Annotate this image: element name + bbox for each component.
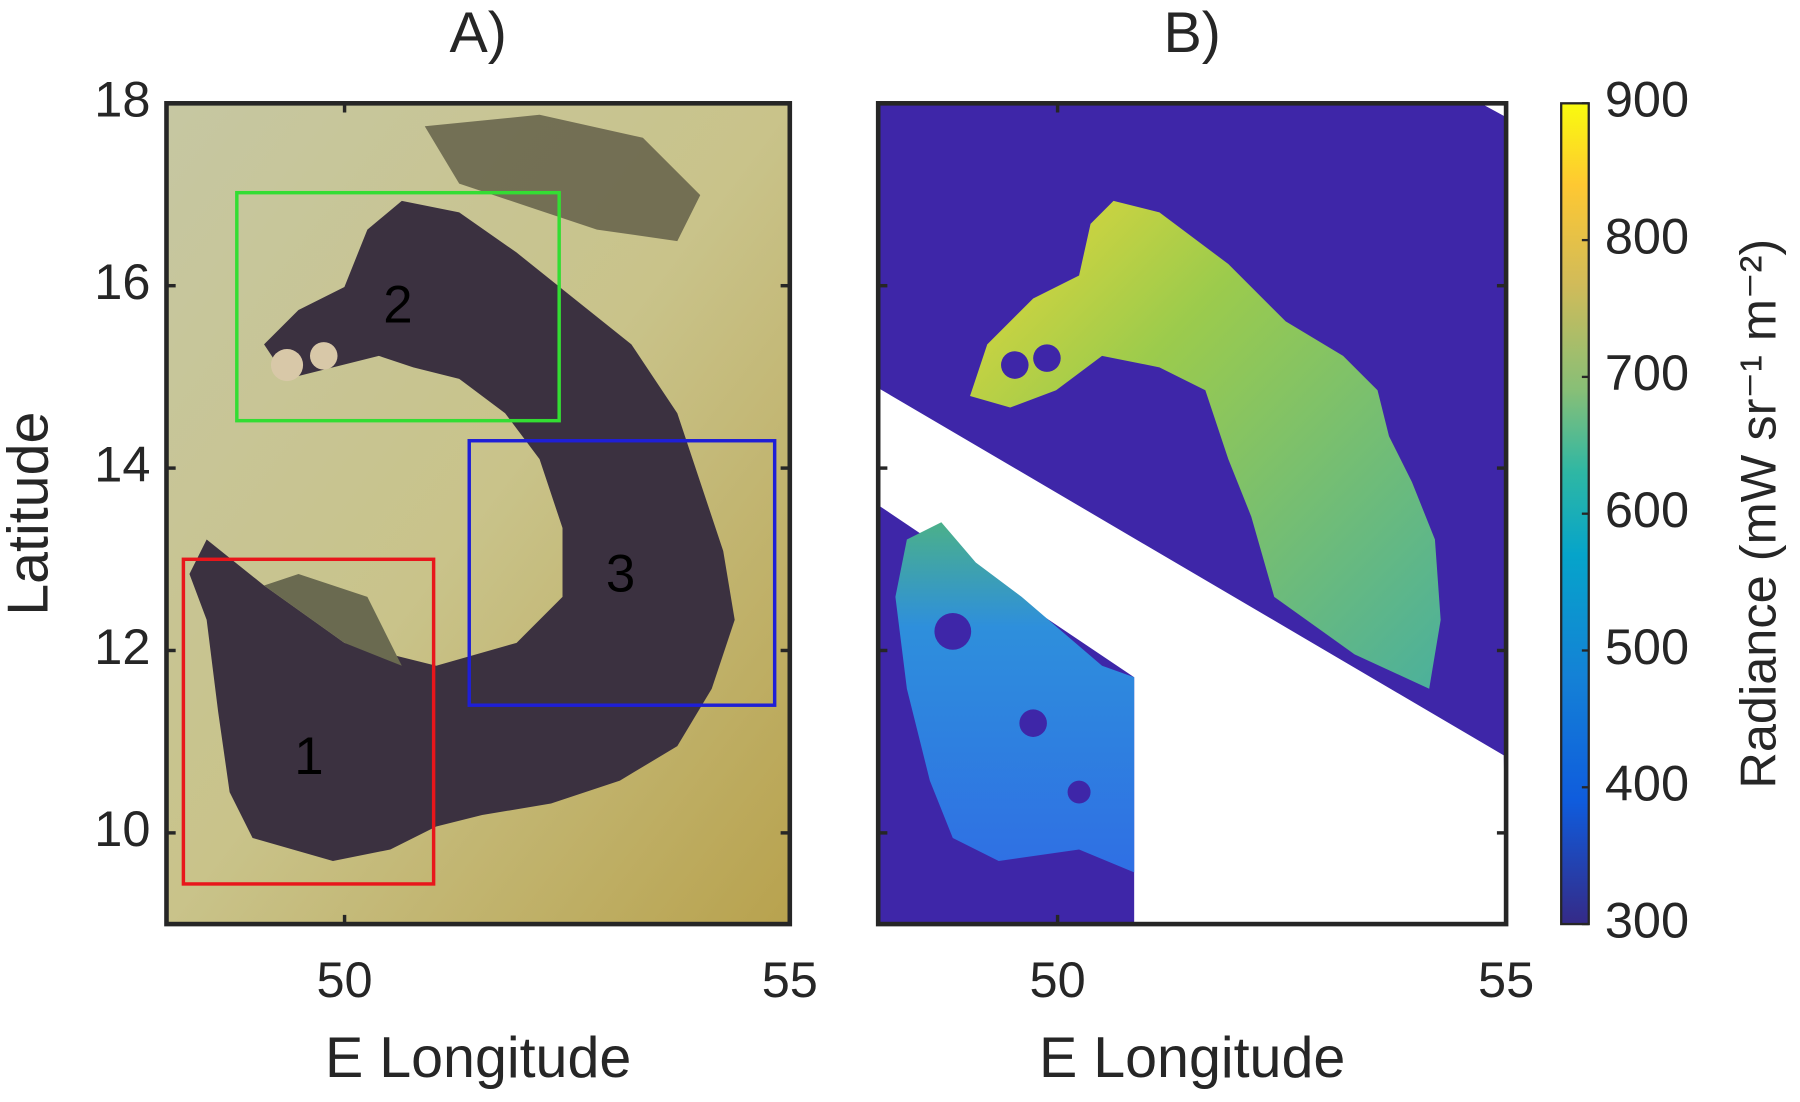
region-label: 2 — [383, 275, 412, 334]
region-box — [235, 190, 561, 423]
colorbar-label: Radiance (mW sr⁻¹ m⁻²) — [1729, 239, 1786, 789]
x-tick-label: 50 — [316, 951, 372, 1008]
colorbar-tick-label: 500 — [1605, 618, 1689, 675]
x-tick-label: 50 — [1030, 951, 1086, 1008]
region-box — [467, 439, 777, 707]
x-axis-label: E Longitude — [1039, 1026, 1345, 1090]
x-tick-label: 55 — [762, 951, 818, 1008]
region-box — [181, 557, 436, 886]
colorbar-tick-label: 700 — [1605, 344, 1689, 401]
y-tick-label: 12 — [94, 618, 150, 675]
region-label: 3 — [606, 544, 635, 603]
panel-title: A) — [449, 1, 506, 65]
colorbar-tick-label: 800 — [1605, 207, 1689, 264]
axes-frame — [875, 101, 1509, 927]
x-axis-label: E Longitude — [325, 1026, 631, 1090]
y-tick-label: 18 — [94, 71, 150, 128]
y-tick-label: 14 — [94, 435, 150, 492]
y-tick-label: 10 — [94, 800, 150, 857]
colorbar-tick-label: 300 — [1605, 891, 1689, 948]
x-tick-label: 55 — [1478, 951, 1534, 1008]
region-label: 1 — [294, 727, 323, 786]
panel-title: B) — [1163, 1, 1220, 65]
colorbar-tick-label: 400 — [1605, 755, 1689, 812]
true-color-image — [166, 103, 790, 925]
colorbar-tick-label: 600 — [1605, 481, 1689, 538]
y-axis-label: Latitude — [0, 412, 60, 616]
axes-frame — [164, 101, 793, 927]
colorbar-tick-label: 900 — [1605, 71, 1689, 128]
radiance-image — [878, 103, 1507, 925]
y-tick-label: 16 — [94, 253, 150, 310]
